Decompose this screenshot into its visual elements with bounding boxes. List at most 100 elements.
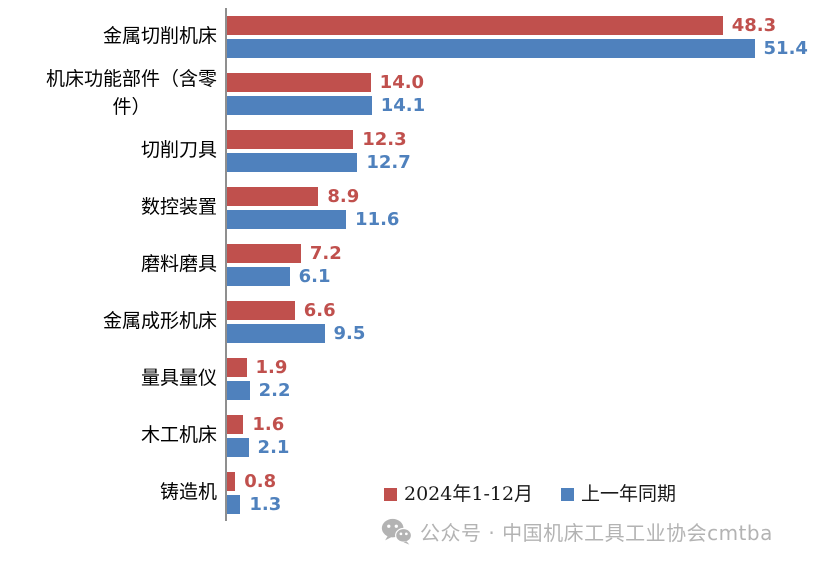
value-label: 14.0: [379, 71, 425, 93]
bar-row: 7.2: [227, 242, 812, 264]
value-label: 2.2: [258, 379, 291, 401]
value-label: 12.3: [362, 128, 407, 150]
category-bars: 7.2 6.1: [225, 236, 812, 293]
category-bars: 8.9 11.6: [225, 179, 812, 236]
category-label-cell: 金属成形机床: [0, 293, 225, 350]
bar-prev-year: [227, 38, 755, 58]
bar-prev-year: [227, 95, 372, 115]
bar-row: 51.4: [227, 37, 812, 59]
value-label: 2.1: [257, 436, 290, 458]
value-label: 7.2: [309, 242, 342, 264]
bar-prev-year: [227, 437, 249, 457]
bar-row: 2.2: [227, 379, 812, 401]
value-label: 14.1: [380, 94, 426, 116]
category-bars: 1.9 2.2: [225, 350, 812, 407]
bar-2024: [227, 186, 319, 206]
category-label: 量具量仪: [140, 366, 217, 389]
legend-label-prev-year: 上一年同期: [581, 483, 677, 505]
category-group: 木工机床 1.6 2.1: [0, 407, 812, 464]
category-label: 铸造机: [159, 480, 217, 503]
bar-row: 1.9: [227, 356, 812, 378]
bar-prev-year: [227, 323, 325, 343]
legend-swatch-blue: [561, 488, 575, 501]
legend-label-2024: 2024年1-12月: [404, 483, 534, 505]
category-label-cell: 铸造机: [0, 464, 225, 521]
legend-item-2024: 2024年1-12月: [384, 485, 533, 504]
bar-row: 6.1: [227, 265, 812, 287]
legend-swatch-red: [384, 488, 397, 501]
value-label: 9.5: [333, 322, 366, 344]
bar-2024: [227, 72, 371, 92]
category-label-cell: 数控装置: [0, 179, 225, 236]
watermark-footer: 公众号 · 中国机床工具工业协会cmtba: [381, 517, 773, 546]
category-label: 金属成形机床: [102, 309, 217, 332]
bar-2024: [227, 471, 236, 491]
bar-2024: [227, 414, 244, 434]
category-label: 磨料磨具: [140, 252, 217, 275]
value-label: 48.3: [731, 14, 777, 36]
category-label: 金属切削机床: [102, 24, 217, 47]
bar-prev-year: [227, 209, 347, 229]
bar-row: 14.1: [227, 94, 812, 116]
category-bars: 48.3 51.4: [225, 8, 812, 65]
value-label: 1.6: [252, 413, 285, 435]
bar-2024: [227, 243, 301, 263]
category-group: 数控装置 8.9 11.6: [0, 179, 812, 236]
category-group: 金属切削机床 48.3 51.4: [0, 8, 812, 65]
category-group: 量具量仪 1.9 2.2: [0, 350, 812, 407]
bar-row: 9.5: [227, 322, 812, 344]
bar-prev-year: [227, 152, 358, 172]
bar-prev-year: [227, 266, 290, 286]
bar-row: 12.3: [227, 128, 812, 150]
value-label: 51.4: [763, 37, 808, 59]
value-label: 6.1: [298, 265, 331, 287]
bar-row: 6.6: [227, 299, 812, 321]
category-label: 数控装置: [140, 195, 217, 218]
bar-row: 8.9: [227, 185, 812, 207]
value-label: 0.8: [244, 470, 277, 492]
category-label: 木工机床: [140, 423, 217, 446]
bar-row: 2.1: [227, 436, 812, 458]
bar-prev-year: [227, 494, 241, 514]
bar-2024: [227, 357, 247, 377]
category-label-cell: 量具量仪: [0, 350, 225, 407]
category-label-cell: 机床功能部件（含零 件）: [0, 65, 225, 122]
value-label: 11.6: [355, 208, 400, 230]
category-group: 铸造机 0.8 1.3: [0, 464, 812, 521]
category-label: 切削刀具: [140, 138, 217, 161]
value-label: 12.7: [366, 151, 411, 173]
category-label-cell: 磨料磨具: [0, 236, 225, 293]
category-bars: 1.6 2.1: [225, 407, 812, 464]
value-label: 8.9: [327, 185, 360, 207]
category-label-cell: 切削刀具: [0, 122, 225, 179]
bar-prev-year: [227, 380, 250, 400]
category-group: 金属成形机床 6.6 9.5: [0, 293, 812, 350]
value-label: 1.9: [255, 356, 288, 378]
bar-row: 48.3: [227, 14, 812, 36]
bar-2024: [227, 129, 354, 149]
category-label-cell: 金属切削机床: [0, 8, 225, 65]
value-label: 6.6: [303, 299, 336, 321]
category-group: 切削刀具 12.3 12.7: [0, 122, 812, 179]
bar-chart: 金属切削机床 48.3 51.4 机床功能部件（含零 件） 14.0 14.1 切削刀具 12…: [0, 8, 812, 521]
bar-2024: [227, 300, 295, 320]
category-bars: 14.0 14.1: [225, 65, 812, 122]
category-group: 磨料磨具 7.2 6.1: [0, 236, 812, 293]
bar-row: 0.8: [227, 470, 812, 492]
bar-row: 12.7: [227, 151, 812, 173]
bar-row: 1.3: [227, 493, 812, 515]
bar-row: 1.6: [227, 413, 812, 435]
bar-row: 11.6: [227, 208, 812, 230]
value-label: 1.3: [249, 493, 282, 515]
bar-row: 14.0: [227, 71, 812, 93]
category-group: 机床功能部件（含零 件） 14.0 14.1: [0, 65, 812, 122]
chart-legend: 2024年1-12月 上一年同期: [384, 485, 676, 504]
category-bars: 12.3 12.7: [225, 122, 812, 179]
category-bars: 6.6 9.5: [225, 293, 812, 350]
category-label: 机床功能部件（含零 件）: [45, 67, 217, 118]
wechat-icon: [381, 518, 412, 545]
watermark-text: 公众号 · 中国机床工具工业协会cmtba: [420, 521, 773, 545]
bar-2024: [227, 15, 723, 35]
category-label-cell: 木工机床: [0, 407, 225, 464]
